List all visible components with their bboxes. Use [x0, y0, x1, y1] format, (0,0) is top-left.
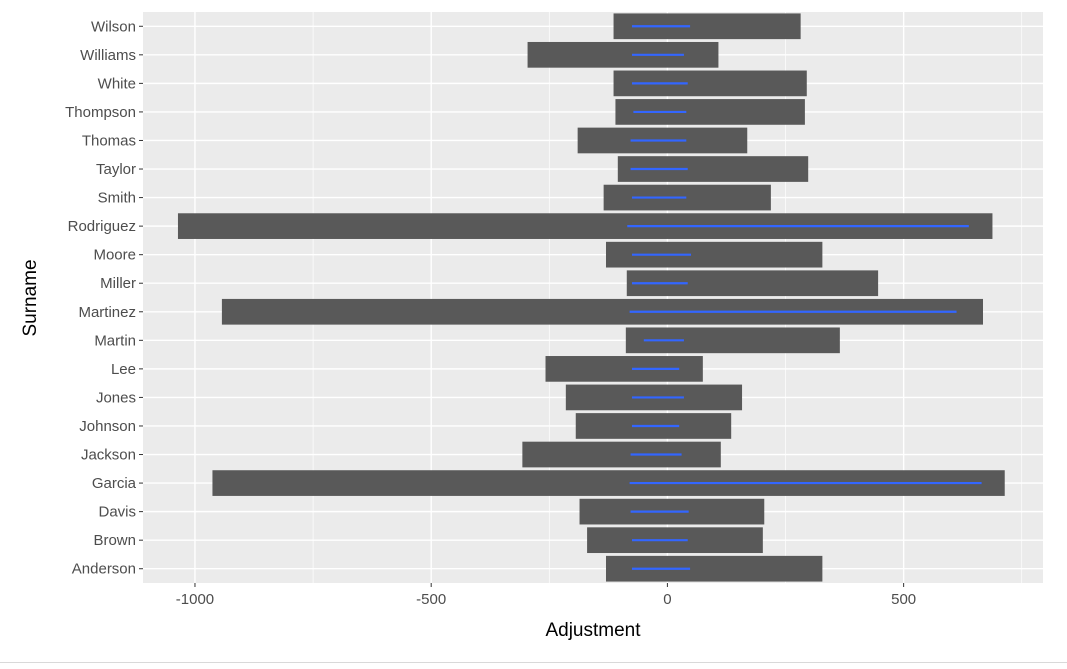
- y-tick-label: Moore: [93, 247, 136, 264]
- bar-jackson: [522, 441, 721, 468]
- bar-lee: [545, 356, 703, 382]
- segments: [627, 25, 982, 570]
- y-tick-label: Martin: [94, 332, 136, 349]
- y-axis: Anderson Brown Davis Garcia Jackson Johnson Jo…: [65, 18, 143, 578]
- bar-smith: [603, 184, 771, 211]
- y-tick-label: Rodriguez: [68, 218, 136, 235]
- y-tick-label: Williams: [80, 47, 136, 64]
- bottom-divider: [0, 662, 1067, 663]
- y-tick-label: Johnson: [79, 418, 136, 435]
- y-tick-label: Taylor: [96, 161, 136, 178]
- y-tick-label: Anderson: [72, 561, 136, 578]
- y-tick-label: White: [98, 75, 136, 92]
- x-tick-label: 500: [891, 591, 916, 608]
- y-tick-label: Thomas: [82, 132, 136, 149]
- y-tick-label: Jackson: [81, 447, 136, 464]
- y-tick-label: Lee: [111, 361, 136, 378]
- x-tick-label: -500: [416, 591, 446, 608]
- y-tick-label: Davis: [98, 504, 136, 521]
- y-tick-label: Thompson: [65, 104, 136, 121]
- bar-williams: [527, 41, 719, 68]
- y-tick-label: Jones: [96, 389, 136, 406]
- y-axis-title: Surname: [20, 259, 41, 336]
- y-tick-label: Garcia: [92, 475, 137, 492]
- plot-panel: [143, 12, 1043, 583]
- x-axis: -1000 -500 0 500: [176, 583, 916, 608]
- x-tick-label: -1000: [176, 591, 214, 608]
- x-axis-title: Adjustment: [545, 620, 641, 641]
- y-tick-label: Miller: [100, 275, 136, 292]
- y-tick-label: Wilson: [91, 18, 136, 35]
- y-tick-label: Brown: [93, 532, 136, 549]
- y-tick-label: Smith: [98, 190, 136, 207]
- x-tick-label: 0: [663, 591, 671, 608]
- y-tick-label: Martinez: [78, 304, 136, 321]
